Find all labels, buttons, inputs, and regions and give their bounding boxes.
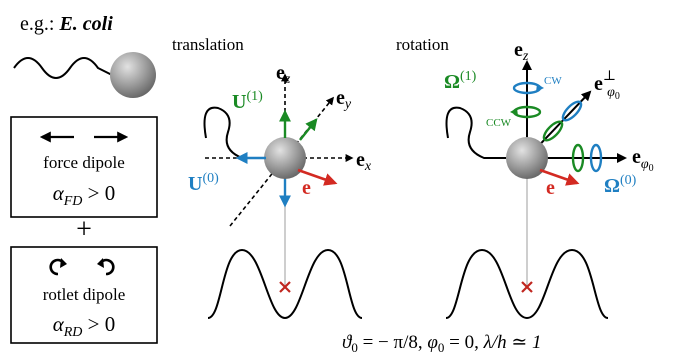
example-label: e.g.: E. coli bbox=[20, 13, 113, 35]
ez-label: ez bbox=[514, 39, 529, 64]
omega0-ring-green bbox=[571, 143, 585, 173]
ex-label: ex bbox=[356, 149, 372, 174]
rotation-panel: rotation ez e⊥ φ0 eφ0 Ω(1) CW CCW Ω(0) bbox=[396, 35, 654, 320]
parameters-line: ϑ0 = − π/8, φ0 = 0, λ/h ≃ 1 bbox=[342, 332, 542, 355]
example-organism: E. coli bbox=[58, 13, 113, 35]
ey-label: ey bbox=[336, 87, 352, 112]
alpha-fd-sub: FD bbox=[63, 194, 83, 209]
flagellum-wave bbox=[13, 57, 113, 79]
eperp-ring-green bbox=[542, 120, 564, 142]
alpha-rd-cond: > 0 bbox=[88, 312, 116, 336]
cw-label: CW bbox=[544, 75, 562, 87]
ephi-label: eφ0 bbox=[632, 146, 654, 174]
cell-body bbox=[264, 137, 306, 179]
example-prefix: e.g.: bbox=[20, 13, 59, 35]
omega1-label: Ω(1) bbox=[444, 69, 477, 93]
cell-body bbox=[506, 137, 548, 179]
force-dipole-box: force dipole αFD > 0 bbox=[10, 116, 158, 218]
omega0-label: Ω(0) bbox=[604, 173, 637, 197]
force-dipole-condition: αFD > 0 bbox=[53, 181, 116, 209]
rotlet-dipole-box: rotlet dipole αRD > 0 bbox=[10, 246, 158, 344]
U0-label: U(0) bbox=[188, 171, 219, 195]
eperp-ring-blue bbox=[561, 100, 583, 122]
rotlet-dipole-label: rotlet dipole bbox=[43, 285, 126, 304]
translation-panel: translation ez ey ex U(1) U(0) e bbox=[172, 35, 372, 320]
rotlet-dipole-condition: αRD > 0 bbox=[53, 312, 116, 340]
wall-wave bbox=[207, 248, 363, 320]
anchor-cross bbox=[521, 281, 533, 293]
anchor-cross bbox=[279, 281, 291, 293]
U1-arrow-diag bbox=[299, 118, 318, 141]
omega0-ring-blue bbox=[589, 143, 603, 173]
ez-label: ez bbox=[276, 62, 291, 87]
force-dipole-label: force dipole bbox=[43, 153, 125, 172]
translation-title: translation bbox=[172, 35, 244, 54]
wall-wave bbox=[445, 248, 609, 320]
e-arrow bbox=[539, 168, 580, 186]
plus-sign: + bbox=[76, 214, 92, 245]
e-label: e bbox=[546, 177, 555, 199]
alpha-fd-cond: > 0 bbox=[88, 181, 116, 205]
e-label: e bbox=[302, 177, 311, 199]
cell-body bbox=[110, 52, 156, 98]
ecoli-illustration bbox=[13, 52, 156, 98]
alpha-rd-sub: RD bbox=[63, 325, 83, 340]
flagellum-wave bbox=[203, 106, 264, 159]
eperp-label: e⊥ φ0 bbox=[594, 69, 620, 102]
e-arrow bbox=[297, 168, 338, 186]
ccw-label: CCW bbox=[486, 117, 512, 129]
U1-label: U(1) bbox=[232, 89, 263, 113]
rotation-title: rotation bbox=[396, 35, 449, 54]
flagellum-wave bbox=[445, 106, 506, 159]
